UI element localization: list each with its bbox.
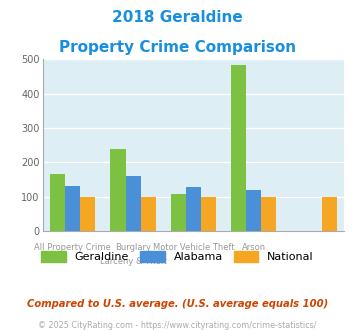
Text: Burglary: Burglary	[115, 243, 151, 252]
Bar	[141, 197, 156, 231]
Bar	[201, 197, 216, 231]
Bar	[50, 174, 65, 231]
Text: Motor Vehicle Theft: Motor Vehicle Theft	[153, 243, 234, 252]
Bar	[231, 65, 246, 231]
Bar	[322, 197, 337, 231]
Bar	[110, 148, 126, 231]
Bar	[261, 197, 277, 231]
Bar	[246, 190, 261, 231]
Bar	[80, 197, 95, 231]
Text: Compared to U.S. average. (U.S. average equals 100): Compared to U.S. average. (U.S. average …	[27, 299, 328, 309]
Bar	[171, 194, 186, 231]
Bar	[65, 186, 80, 231]
Text: Arson: Arson	[242, 243, 266, 252]
Text: 2018 Geraldine: 2018 Geraldine	[112, 10, 243, 25]
Bar	[186, 187, 201, 231]
Legend: Geraldine, Alabama, National: Geraldine, Alabama, National	[37, 247, 318, 267]
Text: Larceny & Theft: Larceny & Theft	[100, 257, 166, 266]
Text: © 2025 CityRating.com - https://www.cityrating.com/crime-statistics/: © 2025 CityRating.com - https://www.city…	[38, 321, 317, 330]
Bar	[126, 176, 141, 231]
Text: All Property Crime: All Property Crime	[34, 243, 111, 252]
Text: Property Crime Comparison: Property Crime Comparison	[59, 40, 296, 54]
